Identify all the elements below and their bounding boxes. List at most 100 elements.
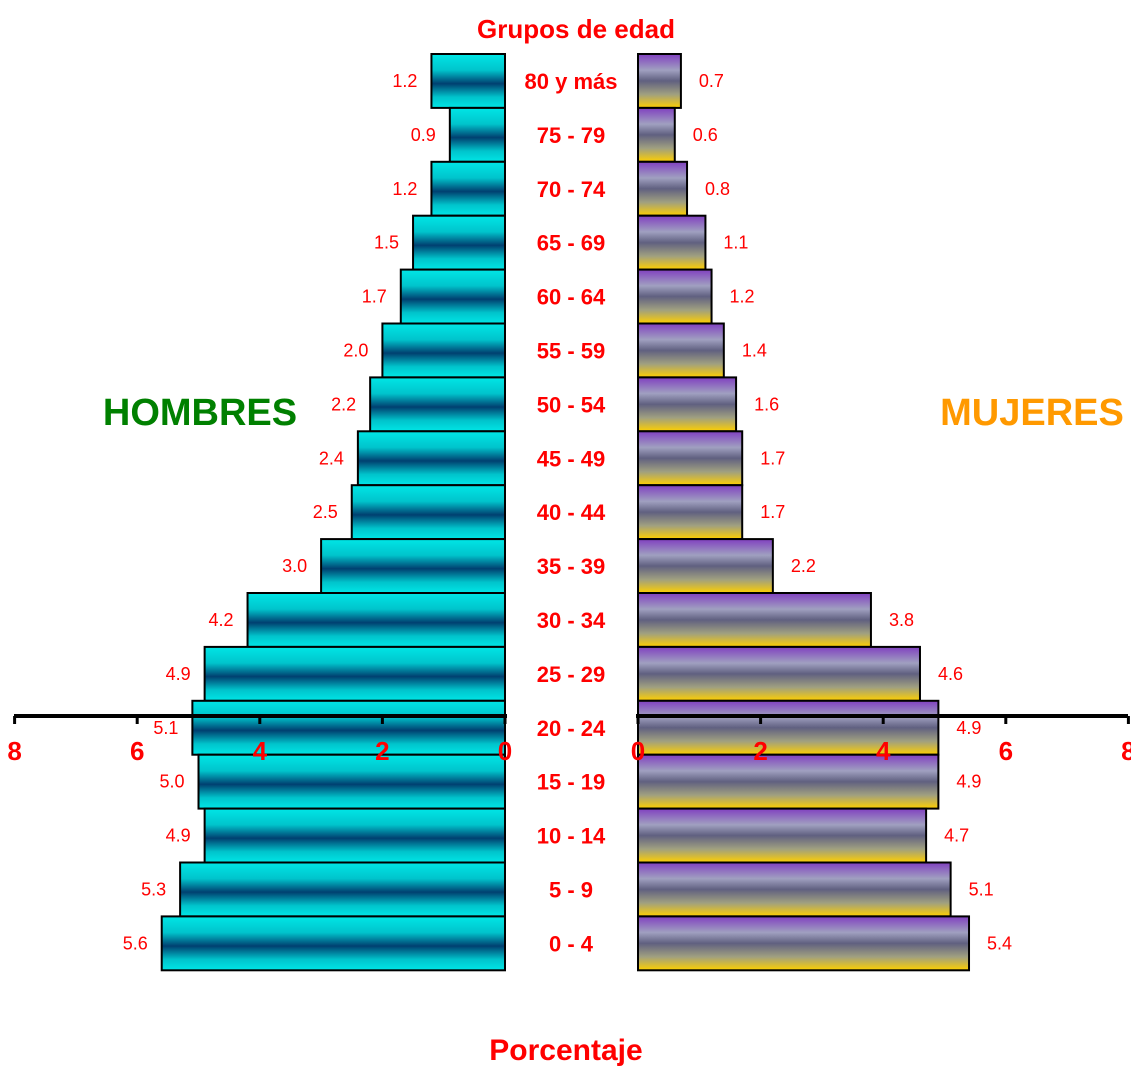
age-group-label: 45 - 49 [537,446,606,471]
age-group-label: 0 - 4 [549,931,594,956]
value-label-mujeres: 4.6 [938,664,963,684]
age-group-label: 80 y más [525,69,618,94]
value-label-hombres: 0.9 [411,125,436,145]
bar-mujeres [637,160,689,217]
hombres-bars [160,53,507,972]
bar-hombres [320,538,506,594]
tick-label-left: 2 [375,736,389,766]
tick-label-right: 0 [631,736,645,766]
bar-hombres [448,106,506,163]
value-label-mujeres: 0.7 [699,71,724,91]
value-label-hombres: 1.2 [392,71,417,91]
age-group-label: 50 - 54 [537,392,606,417]
x-axes: 0 0 2 2 4 4 6 6 8 8 [7,714,1131,766]
tick-label-right: 6 [999,736,1013,766]
value-label-mujeres: 0.8 [705,179,730,199]
value-label-hombres: 4.2 [209,610,234,630]
value-label-mujeres: 2.2 [791,556,816,576]
chart-title: Grupos de edad [477,14,675,44]
bar-mujeres [637,484,744,541]
bar-mujeres [637,807,928,864]
value-label-hombres: 4.9 [166,826,191,846]
age-group-label: 5 - 9 [549,877,593,902]
bar-mujeres [637,699,940,756]
value-label-mujeres: 5.1 [969,879,994,899]
bar-hombres [179,861,507,918]
value-label-hombres: 2.4 [319,448,344,468]
bar-mujeres [637,645,921,702]
age-group-label: 20 - 24 [537,716,606,741]
value-labels: 1.2 0.7 0.9 0.6 1.2 0.8 1.5 1.1 1.7 1.2 2.0 1.4 2.2 1… [123,71,1012,953]
value-label-hombres: 1.2 [392,179,417,199]
age-group-label: 65 - 69 [537,231,606,256]
age-group-label: 30 - 34 [537,608,606,633]
value-label-hombres: 3.0 [282,556,307,576]
bar-hombres [160,915,506,972]
bar-hombres [356,430,506,487]
bar-hombres [381,322,506,379]
value-label-hombres: 5.3 [141,879,166,899]
value-label-hombres: 5.0 [159,772,184,792]
bar-mujeres [637,592,872,648]
value-label-mujeres: 4.9 [956,772,981,792]
age-group-label: 10 - 14 [537,824,606,849]
value-label-hombres: 1.5 [374,233,399,253]
bar-hombres [369,376,507,433]
value-label-mujeres: 1.7 [760,448,785,468]
age-group-label: 60 - 64 [537,285,606,310]
tick-label-left: 8 [7,736,21,766]
age-group-label: 70 - 74 [537,177,606,202]
bar-mujeres [637,214,707,271]
value-label-hombres: 2.0 [343,340,368,360]
value-label-mujeres: 1.7 [760,502,785,522]
bar-hombres [191,699,506,756]
tick-label-left: 0 [498,736,512,766]
bar-mujeres [637,915,971,972]
x-axis-label: Porcentaje [489,1034,642,1067]
value-label-hombres: 4.9 [166,664,191,684]
value-label-hombres: 2.2 [331,394,356,414]
age-group-label: 25 - 29 [537,662,606,687]
legend-mujeres: MUJERES [940,392,1124,434]
tick-label-right: 2 [753,736,767,766]
bar-hombres [430,53,506,109]
age-group-label: 75 - 79 [537,123,606,148]
bar-mujeres [637,322,725,379]
age-group-label: 35 - 39 [537,554,606,579]
bar-hombres [350,484,506,541]
age-group-label: 40 - 44 [537,500,606,525]
bar-mujeres [637,106,676,163]
value-label-mujeres: 1.1 [723,233,748,253]
bar-hombres [246,592,506,648]
tick-label-right: 8 [1121,736,1131,766]
bar-hombres [399,268,507,325]
value-label-hombres: 5.6 [123,933,148,953]
value-label-mujeres: 1.4 [742,340,767,360]
bar-mujeres [637,376,738,433]
mujeres-bars [637,53,971,972]
value-label-mujeres: 0.6 [693,125,718,145]
value-label-mujeres: 3.8 [889,610,914,630]
value-label-mujeres: 1.2 [730,287,755,307]
tick-label-left: 4 [253,736,268,766]
bar-mujeres [637,861,952,918]
bar-hombres [430,160,506,217]
bar-hombres [203,645,506,702]
value-label-mujeres: 1.6 [754,394,779,414]
value-label-hombres: 1.7 [362,287,387,307]
legend-hombres: HOMBRES [103,392,297,434]
bar-mujeres [637,53,682,109]
bar-mujeres [637,268,713,325]
value-label-mujeres: 5.4 [987,933,1012,953]
bar-hombres [203,807,506,864]
bar-mujeres [637,753,940,810]
value-label-mujeres: 4.7 [944,826,969,846]
bar-hombres [412,214,506,271]
bar-mujeres [637,430,744,487]
value-label-hombres: 2.5 [313,502,338,522]
tick-label-right: 4 [876,736,891,766]
age-group-label: 55 - 59 [537,338,606,363]
tick-label-left: 6 [130,736,144,766]
age-group-labels: 80 y más 75 - 79 70 - 74 65 - 69 60 - 64 55 -… [525,69,618,956]
